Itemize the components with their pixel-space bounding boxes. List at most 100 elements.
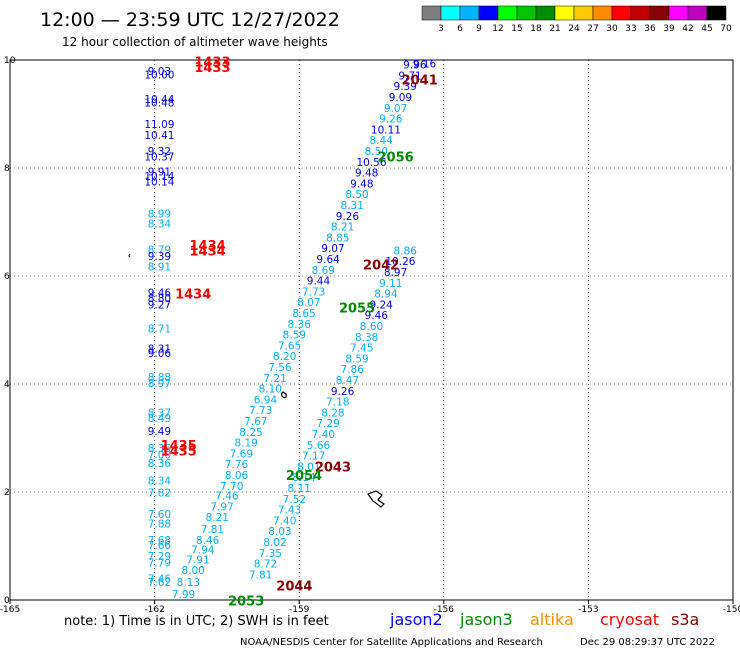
pass-time-labels: 1433143314341434143414351435204120422043… (161, 55, 438, 609)
swh-value: 8.86 (394, 245, 418, 257)
color-swatch (478, 5, 499, 21)
color-scale-label: 24 (568, 24, 580, 34)
swh-value: 8.97 (384, 267, 407, 279)
swh-value: 7.18 (326, 397, 349, 409)
swh-value: 7.43 (278, 505, 301, 517)
swh-value: 8.02 (263, 537, 286, 549)
swh-value: 7.70 (220, 481, 243, 493)
swh-value: 8.34 (148, 218, 172, 230)
swh-value: 7.86 (341, 364, 365, 376)
swh-value: 7.52 (283, 494, 306, 506)
pass-label: 1433 (194, 55, 230, 70)
swh-value: 7.69 (230, 448, 253, 460)
pass-label: 1434 (190, 244, 226, 259)
swh-value: 7.91 (186, 554, 209, 566)
pass-label: 2053 (228, 594, 264, 609)
swh-value: 8.31 (341, 200, 364, 212)
swh-value: 9.07 (321, 243, 344, 255)
color-scale-label: 42 (682, 24, 693, 34)
color-scale-label: 21 (549, 24, 560, 34)
swh-value: 9.48 (355, 168, 378, 180)
y-tick-label: 2 (4, 488, 10, 498)
swh-value: 7.60 (148, 509, 171, 521)
pass-label: 2043 (315, 460, 351, 475)
swh-value: 7.73 (302, 286, 325, 298)
color-swatch (497, 5, 518, 21)
swh-value: 7.56 (268, 362, 292, 374)
color-swatch (459, 5, 480, 21)
color-swatch (687, 5, 708, 21)
swh-value: 9.48 (350, 178, 373, 190)
swh-value: 8.01 (297, 461, 320, 473)
mission-legend: jason2 jason3 altika cryosat s3a (389, 610, 699, 629)
swh-value: 8.36 (288, 319, 312, 331)
swh-value: 8.21 (206, 512, 229, 524)
swh-value: 8.44 (369, 135, 393, 147)
y-tick-label: 10 (4, 56, 16, 66)
swh-value: 7.65 (278, 340, 301, 352)
swh-value: 9.64 (316, 254, 340, 266)
swh-value: 10.14 (144, 176, 174, 188)
color-swatch (592, 5, 613, 21)
swh-value: 9.71 (398, 70, 421, 82)
swh-value: 8.79 (148, 244, 171, 256)
x-tick-label: -153 (578, 605, 598, 615)
color-scale-label: 70 (720, 24, 732, 34)
swh-value: 8.71 (148, 324, 171, 336)
color-swatch (630, 5, 651, 21)
swh-value: 8.65 (292, 308, 315, 320)
swh-value: 7.97 (210, 501, 233, 513)
island-outlines (128, 253, 385, 508)
swh-value: 9.09 (389, 92, 412, 104)
swh-value: 9.46 (148, 288, 172, 300)
color-scale-label: 3 (438, 24, 444, 34)
swh-value: 8.50 (345, 189, 368, 201)
swh-value: 7.99 (172, 589, 195, 601)
swh-value: 7.35 (259, 548, 282, 560)
chart-subtitle: 12 hour collection of altimeter wave hei… (62, 35, 328, 49)
swh-value: 10.41 (144, 130, 174, 142)
swh-value: 8.46 (196, 535, 220, 547)
swh-value: 8.72 (254, 559, 277, 571)
grid-lines (10, 60, 733, 600)
swh-value: 9.39 (148, 251, 171, 263)
swh-value: 7.62 (148, 577, 171, 589)
y-tick-label: 8 (4, 164, 10, 174)
mission-s3a: s3a (671, 610, 699, 629)
swh-value: 8.49 (148, 413, 171, 425)
color-scale-label: 27 (587, 24, 598, 34)
swh-value: 10.14 (144, 171, 174, 183)
y-tick-label: 4 (4, 380, 10, 390)
swh-value: 7.45 (350, 343, 373, 355)
swh-value: 10.00 (144, 69, 174, 81)
swh-value: 8.36 (148, 458, 172, 470)
x-tick-label: -159 (289, 605, 310, 615)
swh-value: 7.00 (148, 450, 171, 462)
swh-value: 9.32 (148, 146, 171, 158)
plot-frame (9, 59, 734, 601)
footer-timestamp: Dec 29 08:29:37 UTC 2022 (580, 637, 715, 648)
pass-label: 1435 (161, 439, 197, 454)
swh-value: 9.11 (379, 278, 402, 290)
pass-label: 2056 (378, 151, 414, 166)
swh-value: 8.25 (239, 427, 262, 439)
pass-label: 2055 (339, 302, 375, 317)
swh-value: 11.09 (144, 119, 174, 131)
x-tick-label: -156 (434, 605, 455, 615)
swh-value: 7.21 (263, 373, 286, 385)
mission-jason2: jason2 (389, 610, 443, 629)
swh-value: 8.69 (312, 265, 335, 277)
swh-value: 9.26 (336, 211, 360, 223)
swh-value: 8.10 (259, 384, 282, 396)
swh-value: 9.49 (148, 426, 171, 438)
pass-label: 2041 (402, 73, 438, 88)
mission-jason3: jason3 (459, 610, 513, 629)
swh-value: 8.97 (148, 378, 171, 390)
swh-value: 7.29 (316, 418, 339, 430)
x-tick-label: -165 (0, 605, 20, 615)
swh-value: 7.46 (148, 574, 172, 586)
y-tick-label: 0 (4, 596, 10, 606)
swh-value: 5.66 (307, 440, 331, 452)
swh-value: 7.40 (273, 515, 296, 527)
